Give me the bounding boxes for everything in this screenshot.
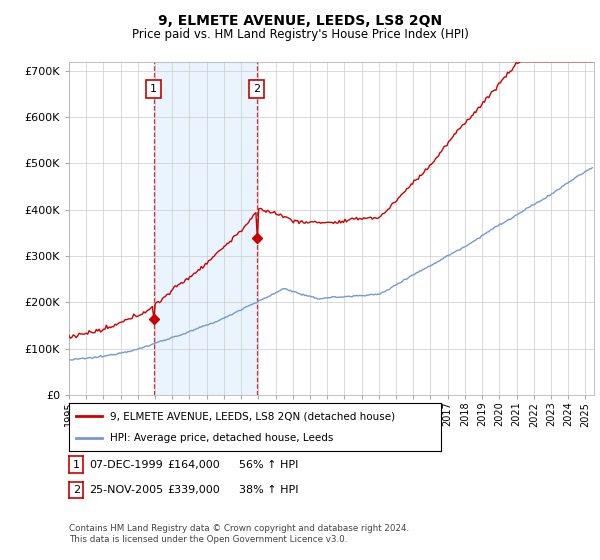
Text: 1: 1 (73, 460, 80, 470)
Text: HPI: Average price, detached house, Leeds: HPI: Average price, detached house, Leed… (110, 433, 333, 443)
Text: This data is licensed under the Open Government Licence v3.0.: This data is licensed under the Open Gov… (69, 535, 347, 544)
Text: 56% ↑ HPI: 56% ↑ HPI (239, 460, 299, 470)
Text: 38% ↑ HPI: 38% ↑ HPI (239, 485, 299, 495)
Text: 9, ELMETE AVENUE, LEEDS, LS8 2QN: 9, ELMETE AVENUE, LEEDS, LS8 2QN (158, 14, 442, 28)
Text: £164,000: £164,000 (167, 460, 220, 470)
Text: £339,000: £339,000 (167, 485, 220, 495)
Text: Contains HM Land Registry data © Crown copyright and database right 2024.: Contains HM Land Registry data © Crown c… (69, 524, 409, 533)
Text: 2: 2 (73, 485, 80, 495)
Text: 9, ELMETE AVENUE, LEEDS, LS8 2QN (detached house): 9, ELMETE AVENUE, LEEDS, LS8 2QN (detach… (110, 411, 395, 421)
Text: 07-DEC-1999: 07-DEC-1999 (89, 460, 163, 470)
Text: 1: 1 (150, 85, 157, 95)
Bar (154, 62, 257, 395)
Text: Price paid vs. HM Land Registry's House Price Index (HPI): Price paid vs. HM Land Registry's House … (131, 28, 469, 41)
Text: 2: 2 (253, 85, 260, 95)
Text: 25-NOV-2005: 25-NOV-2005 (89, 485, 164, 495)
